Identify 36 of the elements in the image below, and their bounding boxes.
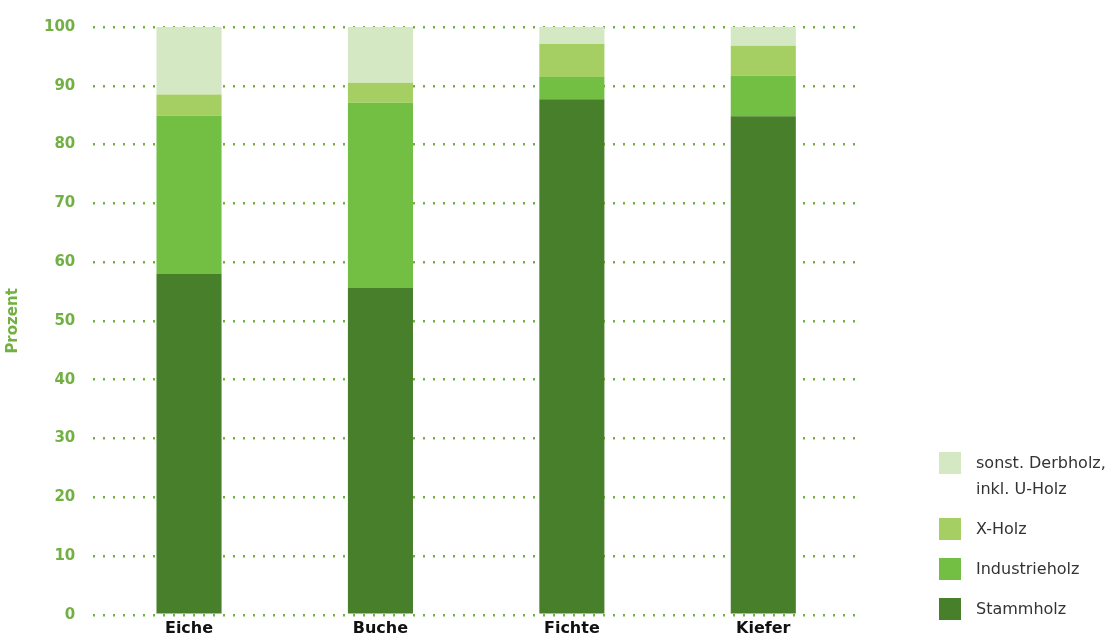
bar xyxy=(156,115,222,274)
y-tick-label: 0 xyxy=(64,604,76,623)
bar xyxy=(730,27,796,46)
bar xyxy=(539,27,605,45)
legend-label: Stammholz xyxy=(976,598,1067,620)
y-tick-label: 10 xyxy=(54,545,76,564)
bar xyxy=(156,27,222,95)
y-tick-label: 40 xyxy=(54,369,76,388)
x-tick-label: Eiche xyxy=(164,617,214,637)
x-tick-label: Kiefer xyxy=(736,617,791,637)
y-tick-label: 50 xyxy=(54,310,76,329)
legend-label: Industrieholz xyxy=(976,558,1080,580)
legend-label: X-Holz xyxy=(976,518,1027,540)
bar xyxy=(730,116,796,614)
bar xyxy=(539,76,605,100)
y-tick-label: 80 xyxy=(54,134,76,153)
y-tick-label: 100 xyxy=(44,16,76,35)
bar xyxy=(347,27,413,83)
y-tick-label: 90 xyxy=(54,75,76,94)
y-tick-label: 20 xyxy=(54,487,76,506)
bar xyxy=(156,273,222,614)
bar xyxy=(539,99,605,614)
y-tick-label: 30 xyxy=(54,428,76,447)
x-tick-label: Fichte xyxy=(543,617,600,637)
bar xyxy=(539,44,605,77)
bar xyxy=(730,45,796,76)
bar xyxy=(347,82,413,103)
legend-label: sonst. Derbholz, inkl. U-Holz xyxy=(976,452,1107,500)
bar xyxy=(730,75,796,117)
bar xyxy=(347,287,413,614)
y-tick-label: 70 xyxy=(54,193,76,212)
y-tick-label: 60 xyxy=(54,252,76,271)
x-tick-label: Buche xyxy=(352,617,409,637)
bar xyxy=(156,94,222,116)
bar xyxy=(347,102,413,288)
y-axis-title: Prozent xyxy=(2,288,21,354)
